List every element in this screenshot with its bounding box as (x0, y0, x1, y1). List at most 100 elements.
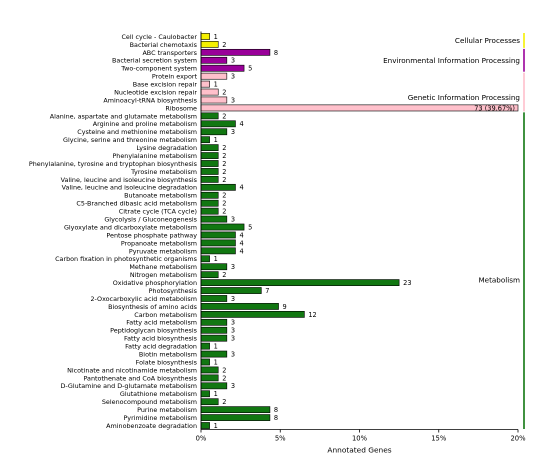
category-label: Bacterial secretion system (112, 57, 197, 65)
category-label: Phenylalanine, tyrosine and tryptophan b… (29, 160, 198, 168)
value-label: 1 (214, 255, 218, 263)
category-label: Glycolysis / Gluconeogenesis (104, 215, 197, 223)
category-label: Tyrosine metabolism (130, 168, 197, 176)
value-label: 1 (214, 390, 218, 398)
value-label: 4 (239, 239, 243, 247)
category-label: Oxidative phosphorylation (113, 279, 197, 287)
value-label: 4 (239, 231, 243, 239)
bar (200, 33, 210, 40)
value-label: 1 (214, 33, 218, 41)
value-label: 3 (231, 57, 235, 65)
category-label: Fatty acid biosynthesis (124, 335, 198, 343)
bar (200, 374, 219, 382)
bar (200, 223, 245, 231)
category-label: Bacterial chemotaxis (130, 41, 198, 49)
group-label: Cellular Processes (455, 36, 520, 45)
value-label: 3 (231, 335, 235, 343)
bar (200, 56, 228, 64)
value-label: 2 (222, 398, 226, 406)
bar (200, 382, 228, 390)
group-label: Environmental Information Processing (383, 56, 520, 65)
category-label: Aminobenzoate degradation (106, 422, 197, 430)
bar (200, 414, 271, 421)
value-label: 12 (308, 311, 316, 319)
value-label: 4 (239, 120, 243, 128)
value-label: 3 (231, 382, 235, 390)
value-label: 1 (214, 81, 218, 89)
category-label: C5-Branched dibasic acid metabolism (76, 200, 197, 208)
value-label: 3 (231, 263, 235, 271)
bar (200, 215, 228, 223)
bar (200, 231, 236, 239)
value-label: 5 (248, 65, 252, 73)
value-label: 2 (222, 176, 226, 184)
bar (200, 152, 219, 159)
category-label: Nucleotide excision repair (114, 88, 197, 96)
category-label: Nitrogen metabolism (130, 271, 197, 279)
value-label: 8 (274, 414, 278, 422)
value-label: 2 (222, 88, 226, 96)
category-label: Aminoacyl-tRNA biosynthesis (103, 96, 197, 104)
category-label: Purine metabolism (137, 406, 197, 414)
category-label: Valine, leucine and isoleucine biosynthe… (61, 176, 198, 184)
value-label: 2 (222, 144, 226, 152)
category-label: Citrate cycle (TCA cycle) (119, 208, 197, 216)
category-label: Alanine, aspartate and glutamate metabol… (50, 112, 197, 120)
bar (200, 406, 271, 414)
value-label: 8 (274, 49, 278, 57)
value-label: 23 (403, 279, 411, 287)
value-label: 2 (222, 271, 226, 279)
value-label: 2 (222, 200, 226, 208)
bar (200, 247, 236, 255)
bar (200, 183, 236, 191)
value-label: 1 (214, 136, 218, 144)
category-label: Folate biosynthesis (136, 358, 198, 366)
bar (200, 41, 219, 48)
bar (200, 279, 400, 286)
bar (200, 88, 219, 96)
bar (200, 318, 228, 326)
category-label: Arginine and proline metabolism (93, 120, 197, 128)
bar (200, 80, 210, 88)
category-label: Butanoate metabolism (124, 192, 197, 200)
value-label: 2 (222, 41, 226, 49)
bar (200, 303, 279, 310)
category-label: Glyoxylate and dicarboxylate metabolism (64, 223, 197, 231)
bar (200, 191, 219, 199)
bar (200, 366, 219, 374)
x-tick-label: 15% (431, 435, 447, 443)
x-tick-label: 20% (510, 435, 526, 443)
category-label: Selenocompound metabolism (102, 398, 197, 406)
bar (200, 120, 236, 128)
bar (200, 287, 262, 294)
value-label: 2 (222, 168, 226, 176)
value-label: 3 (231, 96, 235, 104)
value-label: 2 (222, 192, 226, 200)
value-label: 1 (214, 422, 218, 430)
bar (200, 144, 219, 151)
value-label: 4 (239, 247, 243, 255)
bar (200, 96, 228, 104)
value-label: 5 (248, 223, 252, 231)
bar (200, 48, 271, 56)
value-label: 2 (222, 208, 226, 216)
x-axis-title: Annotated Genes (327, 446, 391, 455)
value-label: 2 (222, 152, 226, 160)
category-label: Phenylalanine metabolism (112, 152, 197, 160)
bar (200, 112, 219, 120)
category-label: 2-Oxocarboxylic acid metabolism (90, 295, 197, 303)
value-label: 3 (231, 350, 235, 358)
value-label: 2 (222, 374, 226, 382)
value-label: 2 (222, 366, 226, 374)
x-tick-label: 10% (352, 435, 368, 443)
category-label: Methane metabolism (129, 263, 197, 271)
bar (200, 358, 210, 366)
bar (200, 263, 228, 271)
category-label: D-Glutamine and D-glutamate metabolism (60, 382, 197, 390)
bar (200, 398, 219, 406)
bar (200, 104, 519, 112)
bar (200, 136, 210, 144)
value-label: 3 (231, 327, 235, 335)
bar (200, 295, 228, 302)
